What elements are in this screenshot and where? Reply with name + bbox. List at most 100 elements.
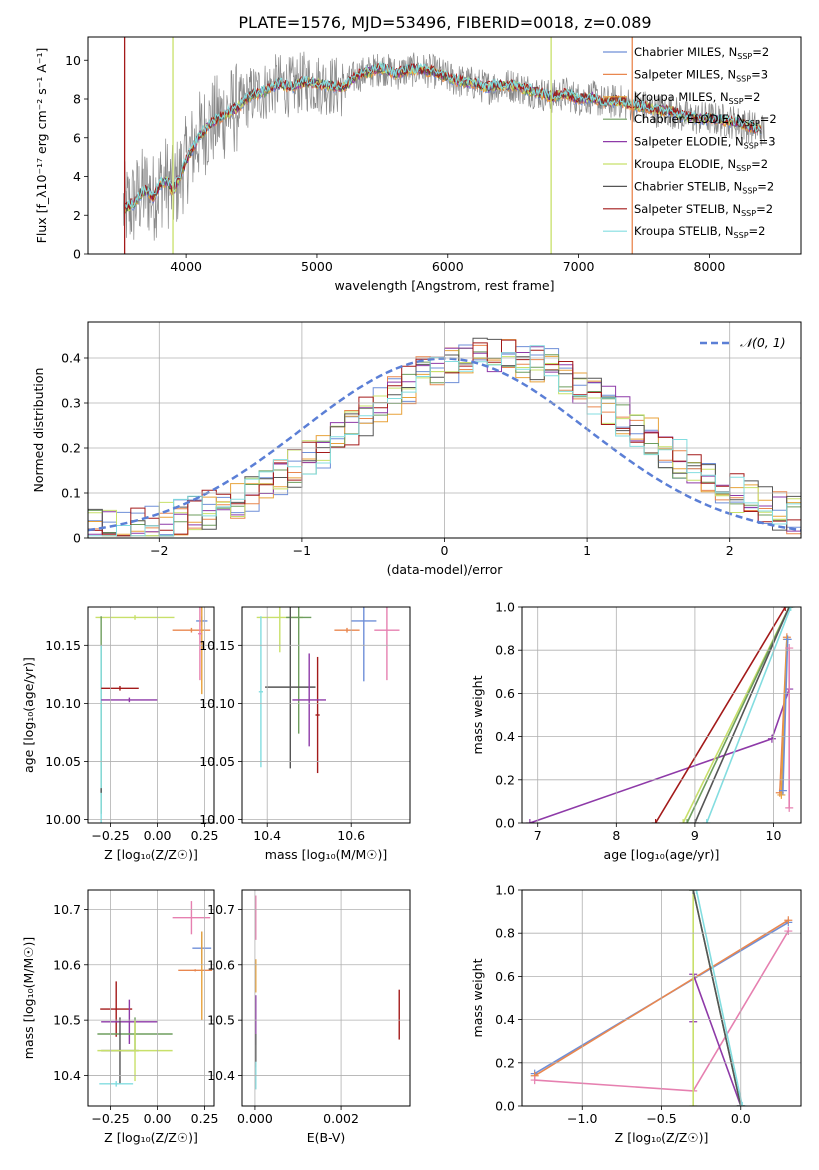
chart-residuals: −2 −1 0 1 2 0 0.1 0.2 0.3 0.4 (data-model)/error No…: [31, 321, 802, 577]
y-tick-label: 6: [73, 130, 81, 145]
y-tick-label: 0.6: [495, 686, 515, 701]
x-tick-label: −0.25: [91, 828, 129, 843]
y-tick-label: 10.15: [199, 638, 235, 653]
legend: 𝒩(0, 1): [700, 335, 786, 350]
y-tick-label: 10.6: [207, 957, 235, 972]
y-tick-label: 0.2: [495, 772, 515, 787]
y-axis-label: mass weight: [470, 958, 485, 1037]
series-marker: [651, 819, 660, 823]
series-marker: [784, 927, 793, 936]
y-axis-label: Normed distribution: [31, 368, 46, 493]
x-tick-label: −1.0: [567, 1111, 597, 1126]
y-tick-label: 10.15: [45, 638, 81, 653]
series-line-chabrier-stelib: [692, 890, 742, 1106]
series-line-chabrier-stelib: [694, 607, 790, 823]
axes-frame: [241, 606, 411, 824]
series-marker: [679, 819, 688, 823]
legend-label: 𝒩(0, 1): [740, 335, 786, 350]
series-marker: [777, 790, 786, 799]
y-tick-label: 0.8: [495, 643, 515, 658]
plot-area-age_vs_mass: [256, 607, 400, 774]
x-axis-label: (data-model)/error: [387, 562, 504, 577]
x-tick-label: 10: [766, 828, 782, 843]
y-tick-label: 1.0: [495, 883, 515, 898]
y-tick-label: 0.2: [495, 1055, 515, 1070]
axes-frame: [87, 889, 215, 1107]
figure-title: PLATE=1576, MJD=53496, FIBERID=0018, z=0…: [238, 13, 651, 32]
x-tick-label: −1: [293, 543, 311, 558]
y-axis-label: mass [log₁₀(M/M☉)]: [21, 937, 36, 1059]
x-tick-label: 0.002: [323, 1111, 359, 1126]
y-axis-label: Flux [f_λ10⁻¹⁷ erg cm⁻² s⁻¹ A⁻¹]: [34, 48, 49, 244]
legend-label: Kroupa ELODIE, NSSP=2: [634, 157, 768, 173]
legend-label: Chabrier ELODIE, NSSP=2: [634, 112, 777, 128]
chart-age_vs_Z: −0.25 0.00 0.25 10.00 10.05 10.10 10.15 Z [log₁…: [21, 606, 219, 862]
series-marker: [689, 1102, 698, 1106]
y-tick-label: 10.5: [207, 1013, 235, 1028]
y-tick-label: 10.10: [199, 696, 235, 711]
axes-frame: [87, 36, 802, 255]
y-tick-label: 10: [65, 53, 81, 68]
series-marker: [778, 786, 787, 795]
series-marker: [784, 916, 793, 925]
x-tick-label: 0.0: [731, 1111, 751, 1126]
y-tick-label: 0.4: [495, 1012, 515, 1027]
x-tick-label: 10.6: [337, 828, 365, 843]
x-tick-label: 5000: [301, 259, 333, 274]
series-line-salpeter-stelib: [654, 607, 786, 823]
y-tick-label: 0.4: [61, 351, 81, 366]
axes-frame: [87, 321, 802, 539]
y-tick-label: 0.1: [61, 486, 81, 501]
y-tick-label: 0.3: [61, 396, 81, 411]
x-tick-label: 9: [691, 828, 699, 843]
chart-spectrum: 4000 5000 6000 7000 8000 0 2 4 6 8 10 wavelength [A…: [34, 36, 802, 293]
x-tick-label: 7000: [563, 259, 595, 274]
x-tick-label: 4000: [170, 259, 202, 274]
x-axis-label: E(B-V): [307, 1130, 346, 1145]
y-tick-label: 10.00: [45, 812, 81, 827]
y-tick-label: 10.5: [53, 1013, 81, 1028]
series-line-salpeter-elodie: [692, 973, 742, 1106]
x-tick-label: 8: [612, 828, 620, 843]
model-line-kroupa-stelib: [124, 60, 762, 210]
x-axis-label: Z [log₁₀(Z/Z☉)]: [615, 1130, 709, 1145]
chart-age_vs_mass: 10.4 10.6 10.00 10.05 10.10 10.15 mass [log₁₀(…: [199, 606, 411, 862]
y-tick-label: 0: [73, 531, 81, 546]
chart-mass_weight_vs_age: 7 8 9 10 0.0 0.2 0.4 0.6 0.8 1.0 age [log₁₀(age/yr…: [470, 600, 802, 862]
series-marker: [767, 734, 776, 743]
x-tick-label: 6000: [432, 259, 464, 274]
series-marker: [781, 607, 790, 611]
axes-frame: [87, 606, 215, 824]
x-tick-label: 8000: [694, 259, 726, 274]
y-tick-label: 0.2: [61, 441, 81, 456]
y-tick-label: 10.05: [45, 754, 81, 769]
x-tick-label: 0.25: [191, 828, 219, 843]
y-tick-label: 0: [73, 247, 81, 262]
x-tick-label: 10.4: [253, 828, 281, 843]
legend-label: Kroupa STELIB, NSSP=2: [634, 224, 765, 240]
series-marker: [785, 644, 794, 653]
plot-area-mass_vs_ebv: [255, 895, 400, 1090]
y-tick-label: 10.10: [45, 696, 81, 711]
x-tick-label: 0: [441, 543, 449, 558]
axes-frame: [521, 889, 802, 1107]
y-tick-label: 10.7: [53, 902, 81, 917]
series-marker: [530, 1076, 539, 1085]
series-line-chabrier-elodie: [686, 607, 790, 823]
x-axis-label: Z [log₁₀(Z/Z☉)]: [104, 1130, 198, 1145]
y-tick-label: 4: [73, 169, 81, 184]
y-tick-label: 0.4: [495, 729, 515, 744]
axes-frame: [241, 889, 411, 1107]
plot-area-mass_vs_Z: [97, 901, 213, 1087]
x-axis-label: mass [log₁₀(M/M☉)]: [265, 847, 387, 862]
x-tick-label: 2: [726, 543, 734, 558]
y-tick-label: 10.4: [53, 1068, 81, 1083]
x-tick-label: −0.25: [91, 1111, 129, 1126]
x-tick-label: 1: [583, 543, 591, 558]
legend-label: Salpeter MILES, NSSP=3: [634, 67, 768, 83]
x-tick-label: −0.5: [646, 1111, 676, 1126]
y-tick-label: 2: [73, 208, 81, 223]
series-line-chabrier-miles: [782, 639, 789, 791]
series-marker: [525, 819, 534, 823]
